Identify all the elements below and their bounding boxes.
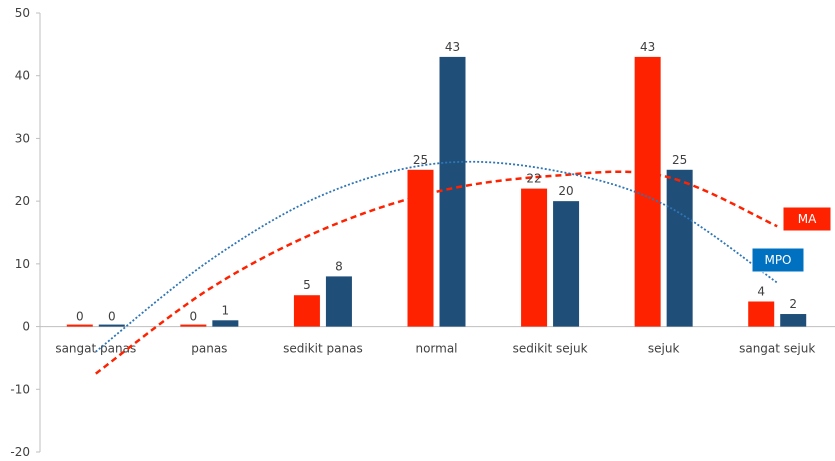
bar-mpo [666, 169, 693, 327]
legend-box-ma [782, 206, 832, 232]
data-label-ma: 4 [757, 284, 765, 298]
bar-ma [180, 324, 207, 327]
y-tick-label: -20 [10, 445, 30, 459]
bar-ma [634, 56, 661, 327]
data-label-ma: 0 [190, 310, 198, 324]
data-label-mpo: 2 [789, 297, 797, 311]
data-label-mpo: 43 [445, 40, 460, 54]
legend-label-ma: MA [798, 212, 817, 226]
bar-mpo [553, 201, 580, 327]
bar-mpo [439, 56, 466, 327]
x-category-label: sejuk [648, 342, 680, 356]
data-label-ma: 25 [413, 153, 428, 167]
data-label-ma: 43 [640, 40, 655, 54]
trendline-mpo [95, 160, 778, 353]
x-category-label: sangat sejuk [739, 342, 815, 356]
x-category-label: normal [415, 342, 457, 356]
x-category-label: sedikit sejuk [513, 342, 588, 356]
legend-box-mpo [751, 247, 805, 273]
y-tick-label: 10 [15, 257, 30, 271]
trendline-ma [95, 170, 778, 375]
bars-layer [66, 56, 807, 327]
data-label-mpo: 0 [108, 310, 116, 324]
y-tick-label: 0 [22, 320, 30, 334]
bar-ma [748, 301, 775, 327]
labels-layer: 0 0 0 1 5 8 25 43 22 20 43 25 4 2 MA MPO [76, 40, 832, 324]
y-tick-label: 30 [15, 131, 30, 145]
data-label-ma: 0 [76, 310, 84, 324]
y-tick-label: 40 [15, 69, 30, 83]
bar-mpo [780, 314, 807, 327]
y-tick-label: 50 [15, 6, 30, 20]
bar-ma [521, 188, 548, 327]
x-category-label: panas [191, 342, 227, 356]
bar-mpo [212, 320, 239, 327]
data-label-ma: 5 [303, 278, 311, 292]
bar-mpo [325, 276, 352, 327]
data-label-ma: 22 [526, 172, 541, 186]
x-category-label: sangat panas [55, 342, 136, 356]
data-label-mpo: 25 [672, 153, 687, 167]
data-label-mpo: 8 [335, 259, 343, 273]
data-label-mpo: 20 [558, 184, 573, 198]
bar-mpo [98, 324, 125, 327]
y-tick-label: -10 [10, 382, 30, 396]
data-label-mpo: 1 [222, 303, 230, 317]
bar-ma [66, 324, 93, 327]
legend-label-mpo: MPO [764, 253, 791, 267]
y-tick-label: 20 [15, 194, 30, 208]
trendlines-layer [95, 160, 778, 375]
bar-ma [293, 295, 320, 327]
x-category-label: sedikit panas [283, 342, 363, 356]
